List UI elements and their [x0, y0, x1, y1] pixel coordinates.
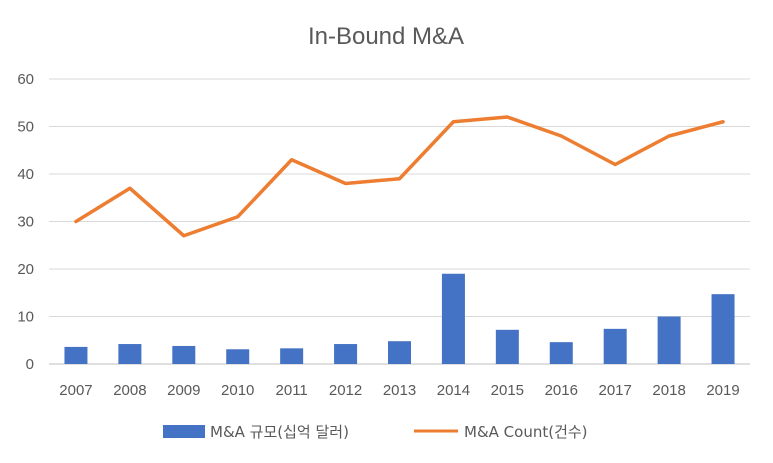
bar — [280, 348, 304, 364]
bar — [172, 345, 196, 364]
legend: M&A 규모(십억 달러) M&A Count(건수) — [163, 423, 588, 441]
x-tick-label: 2011 — [276, 382, 308, 399]
x-tick-label: 2009 — [167, 382, 200, 399]
bar — [549, 342, 573, 364]
line-series — [74, 115, 725, 238]
x-tick-label: 2015 — [491, 382, 524, 399]
bar-series — [64, 273, 735, 364]
bar — [226, 349, 250, 364]
y-axis-ticks: 0 10 20 30 40 50 60 — [17, 71, 34, 373]
y-tick-label: 10 — [17, 309, 34, 326]
bar — [711, 294, 735, 364]
legend-line-label: M&A Count(건수) — [464, 423, 588, 441]
chart-title: In-Bound M&A — [308, 23, 464, 50]
bar — [657, 316, 681, 364]
y-tick-label: 60 — [17, 71, 34, 88]
x-tick-label: 2013 — [383, 382, 416, 399]
y-tick-label: 20 — [17, 261, 34, 278]
x-tick-label: 2010 — [221, 382, 254, 399]
bar — [64, 346, 88, 364]
bar — [118, 344, 142, 364]
y-tick-label: 0 — [26, 356, 34, 373]
bar — [334, 344, 358, 364]
x-tick-label: 2017 — [599, 382, 632, 399]
y-tick-label: 40 — [17, 166, 34, 183]
x-tick-label: 2018 — [652, 382, 685, 399]
bar — [603, 328, 627, 364]
x-tick-label: 2019 — [706, 382, 739, 399]
line-path — [74, 115, 725, 238]
x-tick-label: 2016 — [545, 382, 578, 399]
bar — [388, 341, 411, 364]
y-tick-label: 50 — [17, 119, 34, 136]
x-tick-label: 2007 — [59, 382, 92, 399]
bar — [495, 329, 519, 364]
legend-bar-swatch — [163, 425, 205, 438]
gridlines — [49, 78, 750, 365]
x-tick-label: 2012 — [329, 382, 362, 399]
bar — [441, 273, 465, 364]
x-axis-ticks: 2007 2008 2009 2010 2011 2012 2013 2014 2015 2016… — [59, 382, 739, 399]
x-tick-label: 2014 — [437, 382, 470, 399]
legend-bar-label: M&A 규모(십억 달러) — [210, 423, 349, 441]
x-tick-label: 2008 — [113, 382, 146, 399]
y-tick-label: 30 — [17, 214, 34, 231]
